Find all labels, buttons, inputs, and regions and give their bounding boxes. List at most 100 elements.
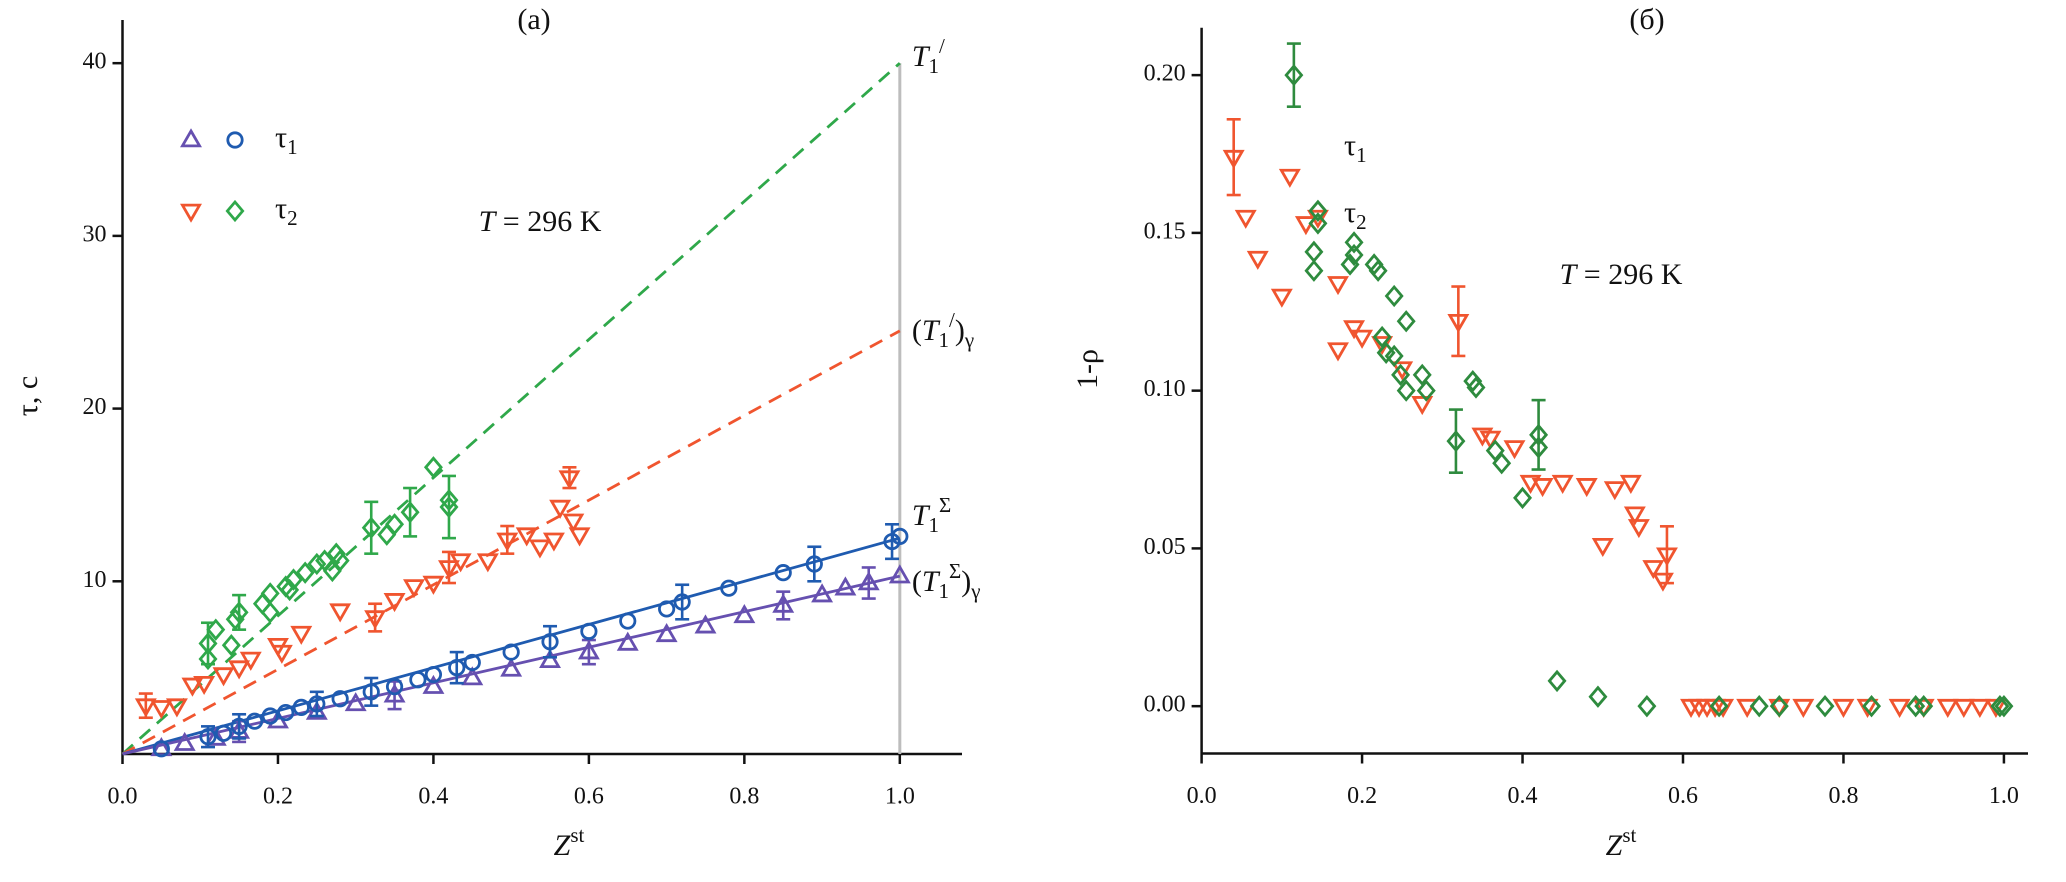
line-label: (T1Σ)γ — [912, 559, 981, 603]
x-tick-label: 0.2 — [263, 784, 293, 810]
point — [1485, 439, 1505, 462]
y-tick-label: 0.20 — [1144, 61, 1186, 87]
point — [1344, 243, 1364, 267]
point — [295, 561, 315, 584]
point — [515, 527, 538, 547]
point — [502, 643, 520, 661]
point — [448, 659, 466, 677]
point — [500, 657, 523, 677]
point — [1222, 149, 1245, 169]
point — [1492, 452, 1512, 475]
point — [811, 583, 834, 603]
point — [1513, 486, 1533, 510]
point — [326, 542, 346, 565]
point — [1234, 209, 1257, 229]
point — [385, 513, 405, 536]
point — [891, 527, 909, 545]
series-label: τ2 — [1344, 196, 1367, 234]
y-tick-label: 0.10 — [1144, 376, 1186, 402]
point — [1588, 685, 1608, 708]
point — [1396, 379, 1416, 402]
line-label-part: γ — [970, 579, 980, 603]
annotation: T = 296 K — [479, 205, 602, 238]
point — [449, 553, 472, 573]
error-bar — [543, 624, 558, 659]
point — [562, 513, 585, 533]
line-label-part: 1 — [939, 328, 950, 352]
point — [541, 633, 559, 651]
point — [438, 560, 460, 580]
point — [1906, 695, 1926, 718]
point — [1832, 698, 1855, 718]
x-axis-label-part: st — [1622, 823, 1636, 847]
point — [260, 582, 280, 605]
point — [403, 579, 425, 599]
point — [1466, 376, 1486, 399]
series-label-part: τ — [1344, 196, 1356, 229]
point — [330, 549, 350, 572]
point — [1623, 506, 1646, 526]
line-label: T1/ — [912, 34, 945, 78]
error-bar — [1448, 408, 1463, 474]
point — [424, 665, 443, 684]
point — [1952, 698, 1975, 718]
point — [549, 499, 572, 519]
x-axis-label: Zst — [1606, 823, 1637, 862]
point — [1531, 478, 1554, 498]
point — [1308, 199, 1328, 222]
annotation: T = 296 K — [1560, 258, 1683, 291]
point — [528, 539, 551, 559]
y-tick-label: 30 — [83, 221, 107, 247]
point — [214, 724, 233, 742]
point — [1372, 325, 1392, 349]
point — [655, 623, 678, 643]
annotation-part: T — [479, 205, 498, 238]
annotation-part: = 296 K — [495, 205, 601, 238]
point — [1471, 427, 1494, 447]
error-bar — [1451, 285, 1466, 358]
y-axis-label-part: 1-ρ — [1071, 349, 1104, 389]
error-bar — [364, 676, 379, 707]
point — [774, 564, 792, 582]
point — [1396, 310, 1416, 333]
point — [616, 631, 639, 651]
point — [270, 644, 293, 664]
point — [857, 571, 880, 591]
point — [1384, 284, 1404, 308]
legend-marker — [225, 199, 245, 223]
point — [888, 564, 911, 584]
legend-label-part: τ — [275, 121, 287, 154]
point — [673, 593, 691, 611]
series-label: τ1 — [1344, 129, 1367, 167]
point — [1627, 519, 1650, 539]
point — [1447, 313, 1470, 334]
point — [1463, 370, 1483, 393]
point — [150, 700, 173, 720]
point — [181, 677, 204, 697]
point — [1551, 474, 1574, 494]
point — [439, 488, 459, 512]
point — [1914, 695, 1934, 718]
point — [198, 647, 218, 671]
point — [239, 651, 262, 671]
point — [1384, 344, 1404, 368]
point — [720, 579, 738, 597]
legend-label: τ2 — [275, 192, 298, 230]
point — [1655, 547, 1678, 567]
point — [364, 610, 387, 630]
point — [134, 698, 157, 718]
point — [772, 593, 795, 613]
point — [1603, 481, 1626, 501]
y-tick-label: 0.05 — [1144, 534, 1186, 560]
line-label-part: / — [949, 308, 955, 332]
point — [461, 666, 484, 686]
point — [1391, 363, 1411, 387]
point — [577, 640, 600, 660]
line-label-part: T — [922, 314, 941, 347]
point — [1416, 379, 1436, 402]
point — [1368, 259, 1388, 282]
point — [1327, 276, 1349, 296]
x-axis-label-part: Z — [554, 829, 571, 862]
legend-label-part: 2 — [287, 206, 298, 230]
